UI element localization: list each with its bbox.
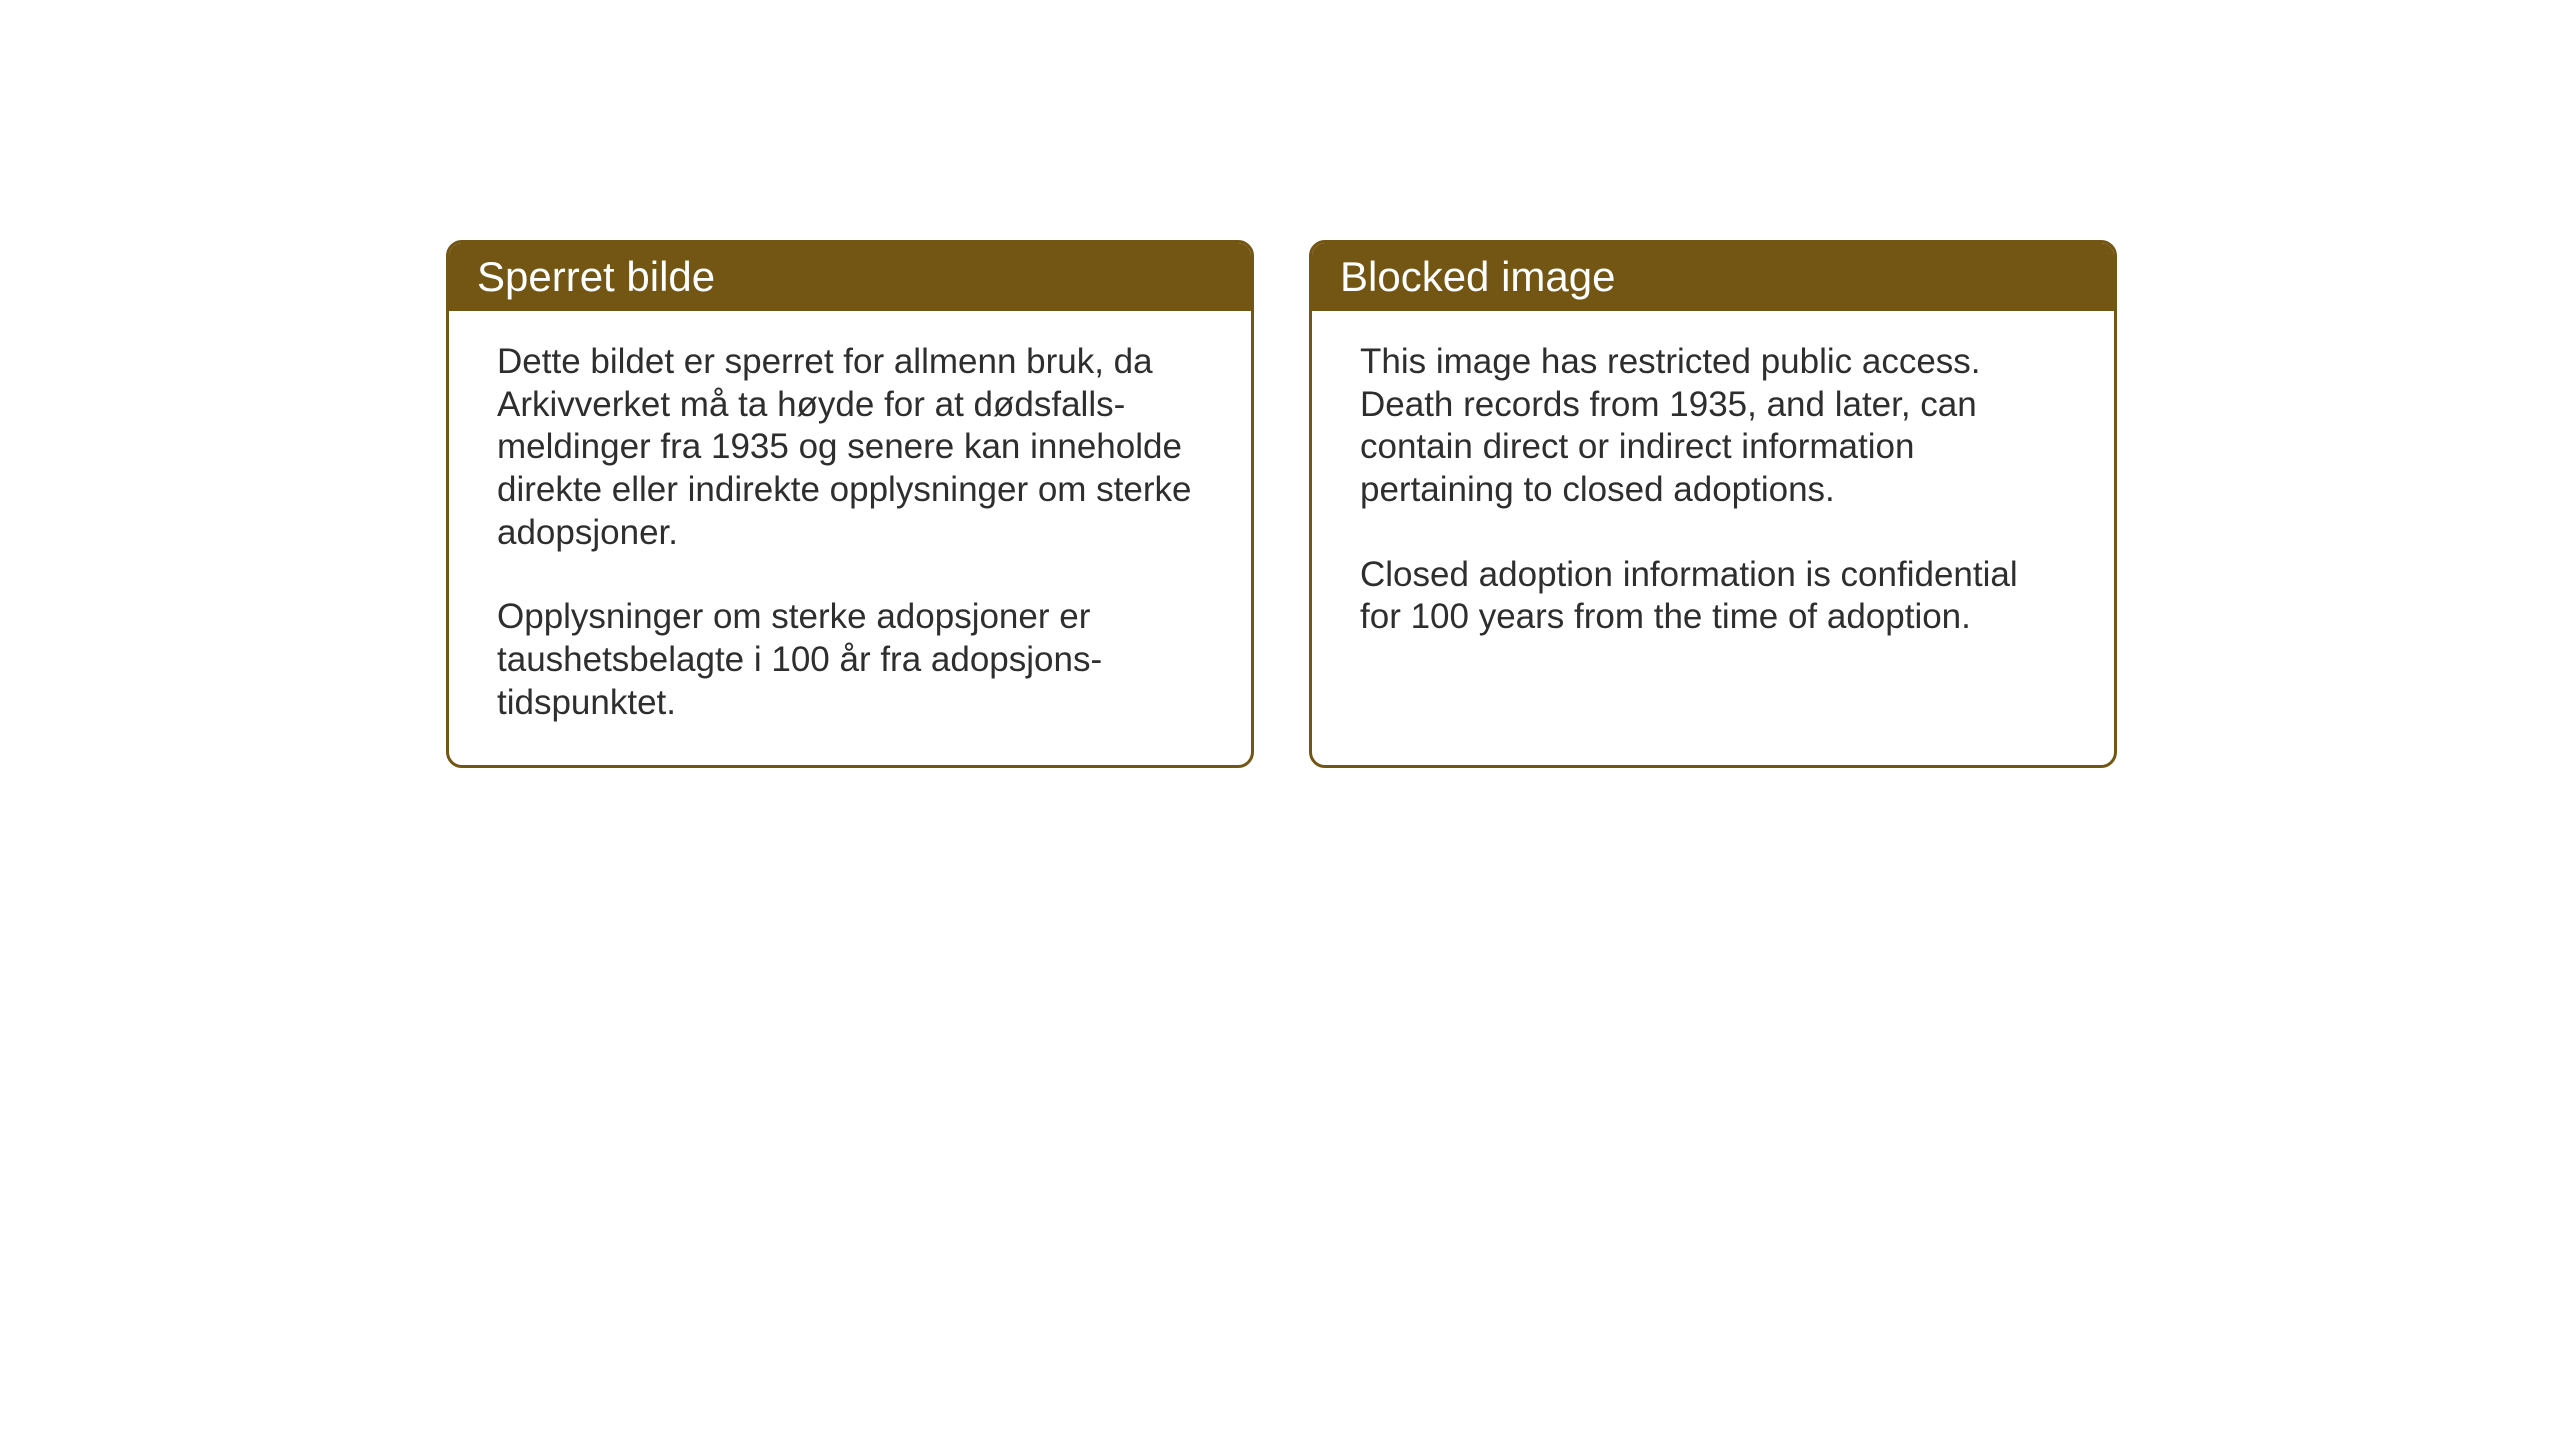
norwegian-card-header: Sperret bilde bbox=[449, 243, 1251, 311]
norwegian-paragraph-1: Dette bildet er sperret for allmenn bruk… bbox=[497, 341, 1203, 554]
english-paragraph-1: This image has restricted public access.… bbox=[1360, 341, 2066, 512]
notice-container: Sperret bilde Dette bildet er sperret fo… bbox=[446, 240, 2117, 768]
english-card-body: This image has restricted public access.… bbox=[1312, 311, 2114, 741]
norwegian-paragraph-2: Opplysninger om sterke adopsjoner er tau… bbox=[497, 596, 1203, 724]
english-paragraph-2: Closed adoption information is confident… bbox=[1360, 554, 2066, 639]
norwegian-notice-card: Sperret bilde Dette bildet er sperret fo… bbox=[446, 240, 1254, 768]
norwegian-card-body: Dette bildet er sperret for allmenn bruk… bbox=[449, 311, 1251, 765]
english-card-header: Blocked image bbox=[1312, 243, 2114, 311]
english-notice-card: Blocked image This image has restricted … bbox=[1309, 240, 2117, 768]
norwegian-card-title: Sperret bilde bbox=[477, 253, 715, 300]
english-card-title: Blocked image bbox=[1340, 253, 1615, 300]
